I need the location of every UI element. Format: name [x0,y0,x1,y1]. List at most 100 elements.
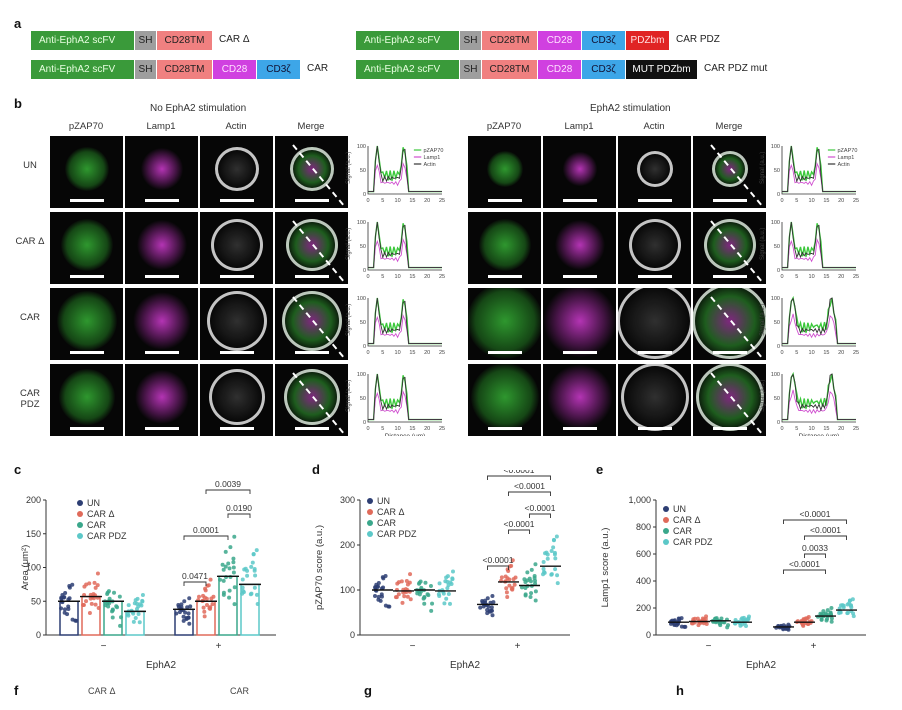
micrograph-tile [200,288,273,360]
profile-line-actin [368,145,442,193]
data-point [112,590,117,595]
scale-bar [70,351,104,354]
data-point [59,606,64,611]
plot-axis [367,146,442,195]
cell [470,364,539,431]
profile-ytick: 100 [357,220,366,226]
data-point [88,596,93,601]
group-label: − [101,641,107,652]
legend-dot [663,506,669,512]
scale-bar [70,199,104,202]
y-axis-label: Area (μm²) [20,545,31,591]
y-axis-label: Lamp1 score (a.u.) [600,528,611,608]
data-point [81,603,86,608]
data-point [690,621,695,626]
data-point [208,577,213,582]
profile-xtick: 10 [395,426,401,432]
y-tick-label: 50 [31,596,41,606]
cell [131,291,192,351]
data-point [511,577,516,582]
data-point [96,605,101,610]
micrograph-tile [275,288,348,360]
cell [56,291,117,351]
data-point [221,590,226,595]
data-point [507,583,512,588]
left-title: No EphA2 stimulation [150,103,247,114]
construct-segment: CD28 [538,31,582,50]
p-value: <0.0001 [483,555,514,565]
data-point [525,578,530,583]
data-point [254,592,259,597]
data-point [106,589,111,594]
legend-label: Lamp1 [838,155,855,161]
legend-label: Actin [838,162,850,168]
profile-ytick: 0 [363,268,366,274]
cell [468,288,541,359]
data-point [718,621,723,626]
construct-segment: CD3ζ [582,31,626,50]
y-tick-label: 0 [646,630,651,640]
construct-segment: CD28TM [482,60,538,79]
data-point [801,623,806,628]
profile-xtick: 25 [439,274,445,280]
profile-xtick: 25 [853,198,859,204]
data-point [506,569,511,574]
legend-dot [367,520,373,526]
cell [636,151,673,187]
data-point [405,594,410,599]
cell [58,369,115,425]
data-point [227,595,232,600]
legend-label: CAR Δ [377,507,405,517]
p-value: <0.0001 [504,519,535,529]
legend-label: Lamp1 [424,155,441,161]
data-point [240,585,245,590]
data-point [672,622,677,627]
x-axis-label: EphA2 [146,660,176,671]
data-point [444,596,449,601]
data-point [428,584,433,589]
data-point [249,591,254,596]
profile-xtick: 20 [424,274,430,280]
legend-label: Actin [424,162,436,168]
profile-xtick: 20 [424,198,430,204]
profile-xtick: 0 [780,274,783,280]
data-point [399,579,404,584]
chart-e-lamp1: 0 200 400 600 800 1,000 Lamp1 score (a.u.) − + Ep… [600,495,866,671]
intensity-profile-plot: Signal (a.u.) 0 50 100 0 5 10 15 20 25 pZAP70Lamp1… [760,144,859,204]
construct-segment: MUT PDZbm [626,60,698,79]
data-point [202,609,207,614]
intensity-profile-plot: Signal (a.u.) 0 50 100 0 5 10 15 20 25 [346,220,445,280]
profile-xtick: 0 [366,426,369,432]
construct-4: Anti-EphA2 scFV SH CD28TM CD28 CD3ζ MUT PDZbm [356,60,698,79]
data-point [552,552,557,557]
data-point [176,604,181,609]
construct-segment: CD28TM [157,60,213,79]
intensity-profile-plot: Signal (a.u.) 0 50 100 0 5 10 15 20 25 pZAP70Lamp1… [346,144,445,204]
intensity-profile-plot: Signal (a.u.) 0 50 100 0 5 10 15 20 25 Distance (μ… [760,371,859,436]
data-point [87,611,92,616]
legend-dot [367,509,373,515]
profile-xtick: 25 [439,198,445,204]
data-point [696,623,701,628]
profile-xtick: 20 [838,426,844,432]
data-point [478,605,483,610]
data-point [545,556,550,561]
data-point [821,612,826,617]
data-point [117,594,122,599]
data-point [376,594,381,599]
profile-line-lamp1 [782,238,856,269]
significance-bracket [487,565,509,570]
data-point [533,581,538,586]
panel-h-letter: h [676,683,684,698]
data-point [126,613,131,618]
data-point [533,598,538,603]
legend-dot [77,511,83,517]
data-point [92,580,97,585]
y-tick-label: 200 [26,495,41,505]
panel-g-letter: g [364,683,372,698]
significance-bracket [783,519,847,524]
data-point [523,585,528,590]
data-point [67,596,72,601]
profile-xtick: 15 [823,426,829,432]
data-point [429,608,434,613]
